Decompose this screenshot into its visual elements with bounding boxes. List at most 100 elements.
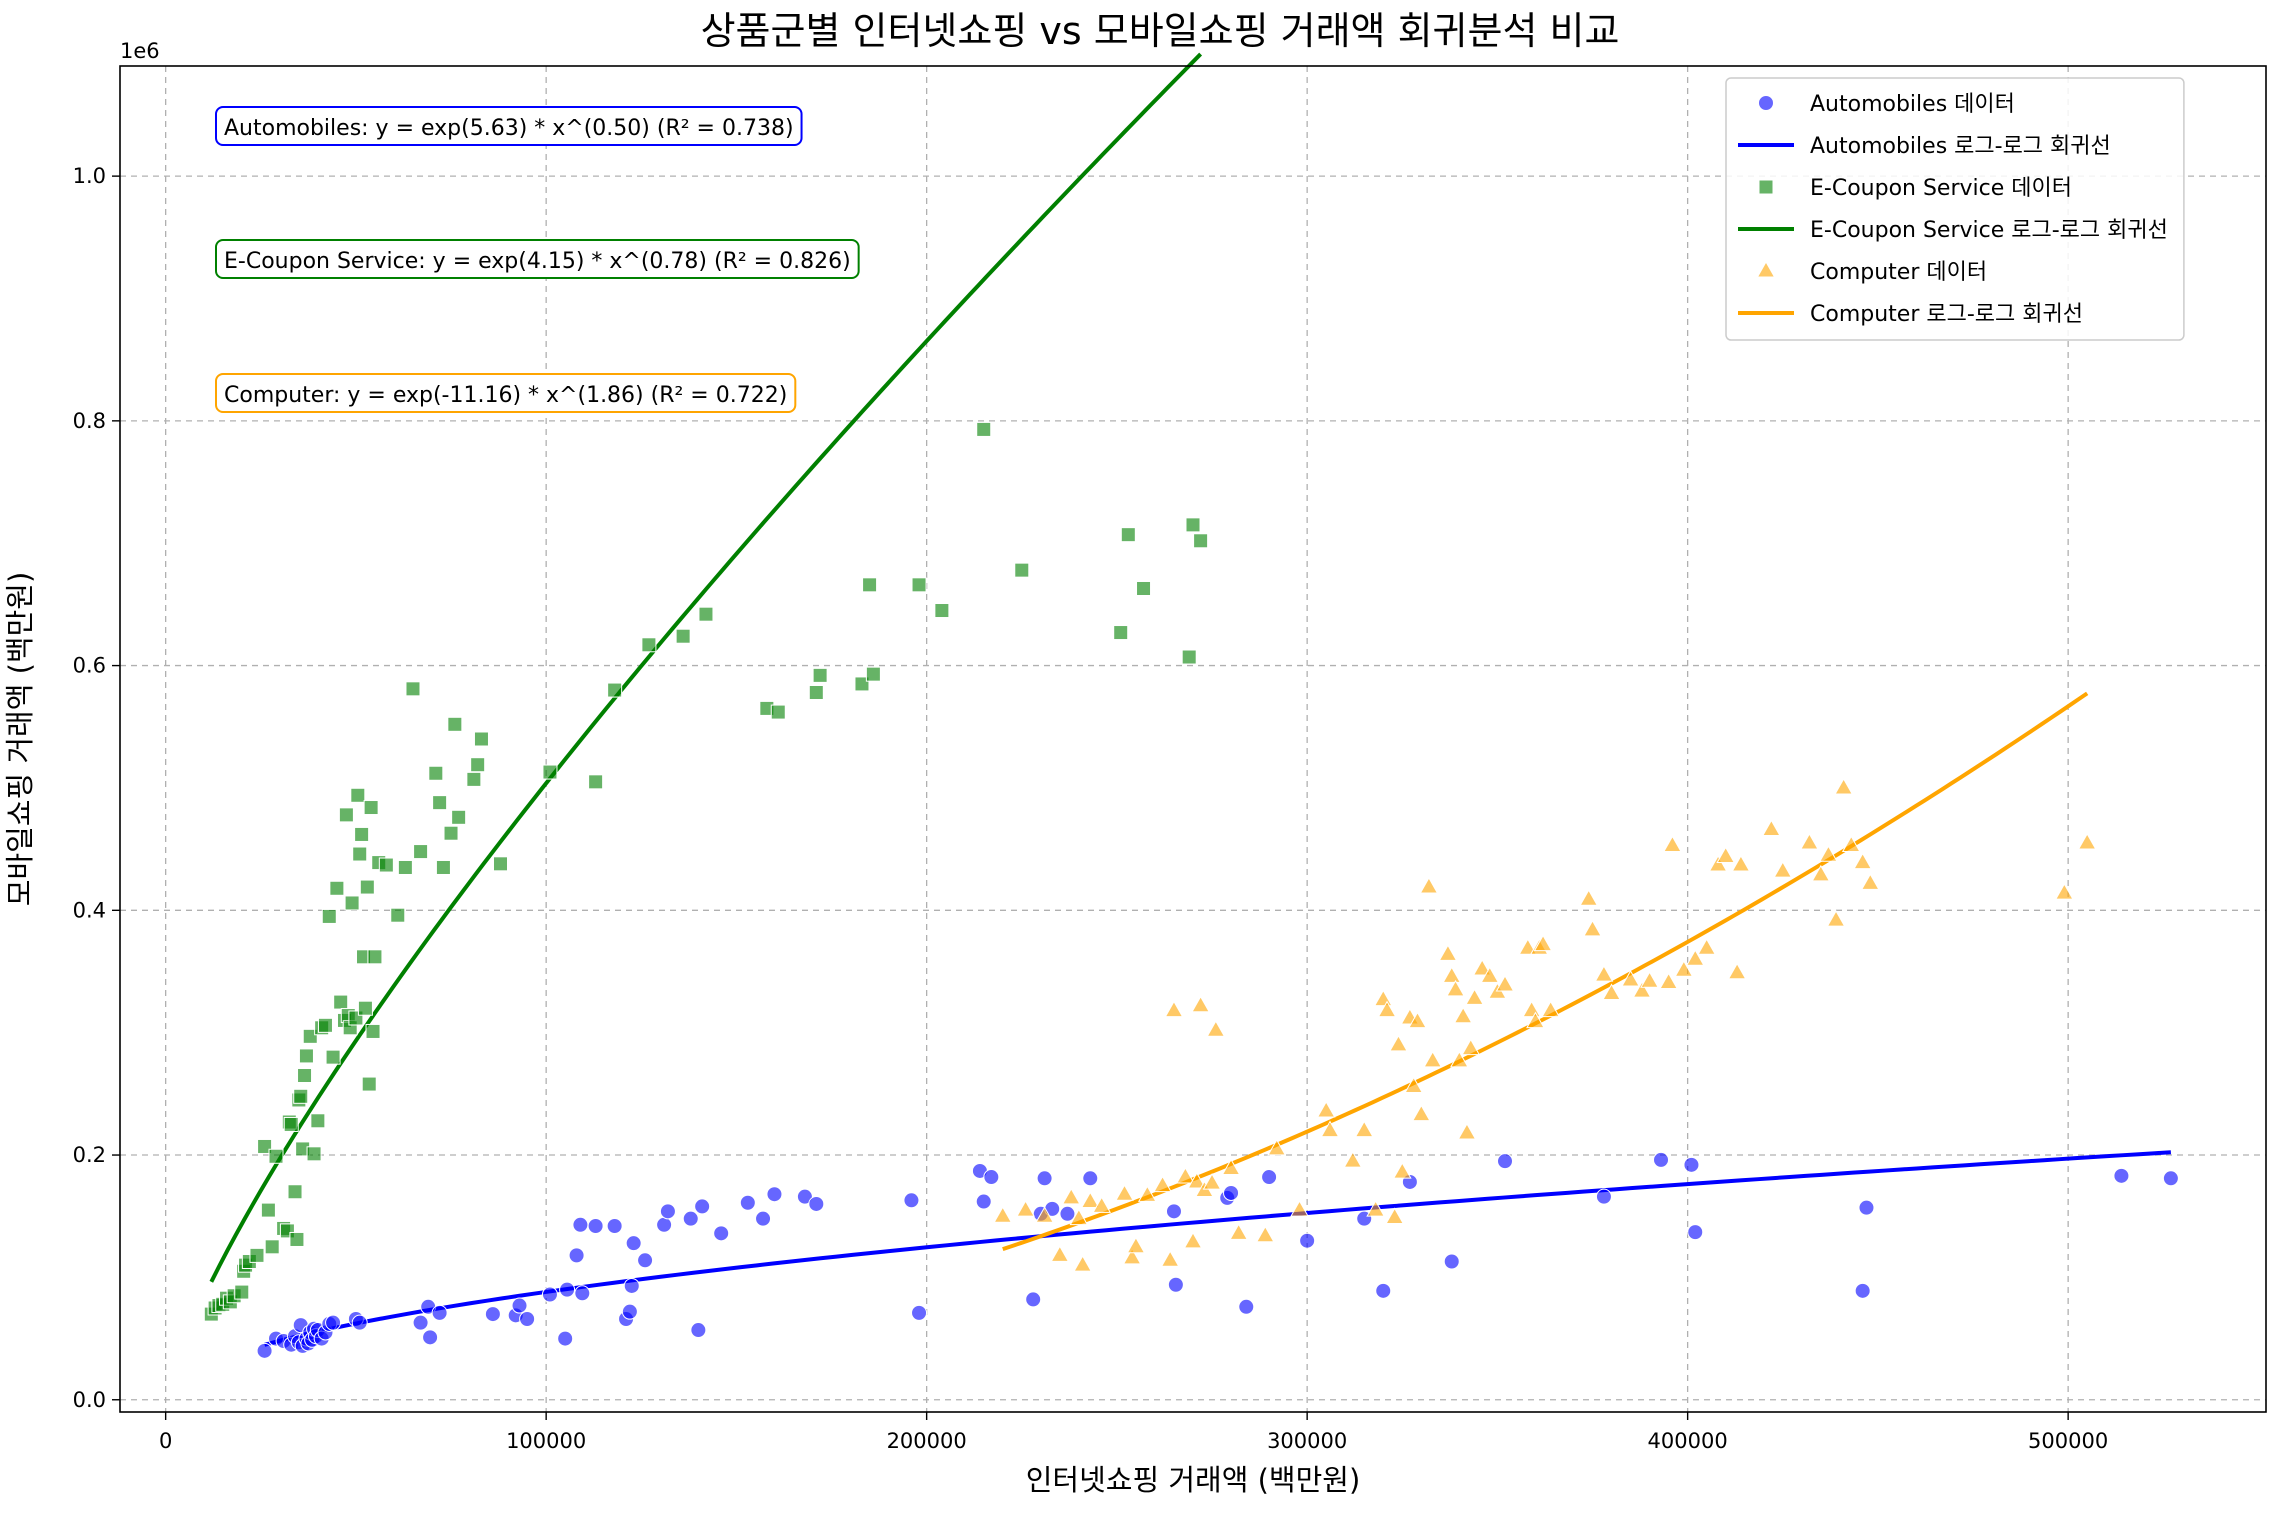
- automobiles-data-point: [656, 1216, 673, 1233]
- automobiles-data-point: [1167, 1276, 1184, 1293]
- computer-data-point: [1061, 1187, 1081, 1205]
- e-coupon-service-data-point: [675, 628, 691, 644]
- computer-data-point: [1419, 877, 1439, 894]
- e-coupon-service-data-point: [405, 681, 421, 697]
- computer-data-point: [1438, 944, 1458, 961]
- automobiles-data-point: [431, 1304, 448, 1321]
- computer-data-point: [1176, 1167, 1195, 1184]
- y-tick-label: 0.0: [73, 1388, 106, 1412]
- e-coupon-service-data-point: [289, 1231, 305, 1247]
- e-coupon-service-data-point: [357, 1000, 373, 1016]
- computer-data-point: [1819, 845, 1838, 862]
- computer-data-point: [993, 1206, 1013, 1223]
- computer-data-point: [1800, 832, 1819, 850]
- computer-data-point: [1465, 988, 1484, 1005]
- y-tick-label: 0.8: [73, 409, 106, 433]
- e-coupon-service-data-point: [257, 1138, 273, 1154]
- automobiles-data-point: [557, 1330, 574, 1347]
- e-coupon-service-data-point: [911, 577, 927, 593]
- e-coupon-service-data-point: [293, 1088, 309, 1104]
- e-coupon-service-data-point: [361, 1076, 377, 1092]
- legend-entry: Automobiles 데이터: [1758, 92, 2015, 117]
- computer-data-point: [1685, 949, 1705, 966]
- automobiles-data-point: [713, 1225, 730, 1242]
- automobiles-data-point: [1082, 1170, 1099, 1187]
- regression-annotation: Computer: y = exp(-11.16) * x^(1.86) (R²…: [215, 373, 797, 413]
- computer-data-point: [1016, 1200, 1035, 1217]
- automobiles-data-point: [623, 1277, 640, 1294]
- computer-data-point: [1731, 855, 1751, 872]
- e-coupon-service-data-point: [435, 859, 451, 875]
- y-tick-label: 1.0: [73, 164, 106, 188]
- computer-data-point: [1449, 1050, 1469, 1068]
- computer-data-point: [1461, 1038, 1481, 1056]
- automobiles-data-point: [351, 1314, 368, 1331]
- x-tick-label: 400000: [1648, 1429, 1728, 1453]
- computer-data-point: [1366, 1200, 1385, 1217]
- legend-marker-swatch: [1756, 260, 1776, 278]
- computer-data-point: [1126, 1236, 1146, 1254]
- e-coupon-service-data-point: [306, 1146, 322, 1162]
- y-axis-label: 모바일쇼핑 거래액 (백만원): [3, 572, 37, 907]
- regression-annotation: E-Coupon Service: y = exp(4.15) * x^(0.7…: [215, 239, 860, 279]
- e-coupon-service-data-point: [338, 807, 354, 823]
- computer-data-point: [1221, 1158, 1241, 1175]
- e-coupon-service-data-point: [428, 765, 444, 781]
- automobiles-data-point: [1443, 1253, 1460, 1270]
- e-coupon-service-data-point: [390, 907, 406, 923]
- legend-entry: E-Coupon Service 데이터: [1758, 176, 2072, 201]
- computer-data-point: [1255, 1225, 1275, 1243]
- e-coupon-service-data-point: [443, 825, 459, 841]
- automobiles-data-point: [1025, 1291, 1042, 1308]
- automobiles-data-point: [621, 1303, 638, 1320]
- e-coupon-service-data-point: [365, 1023, 381, 1039]
- computer-data-point: [1137, 1185, 1157, 1202]
- e-coupon-service-data-point: [363, 800, 379, 816]
- annotation-box: [215, 373, 797, 413]
- e-coupon-service-data-point: [451, 809, 467, 825]
- e-coupon-service-data-point: [333, 994, 349, 1010]
- legend-label: Computer 로그-로그 회귀선: [1810, 302, 2083, 327]
- computer-data-point: [1411, 1104, 1431, 1122]
- computer-data-point: [1392, 1162, 1412, 1179]
- computer-data-point: [1122, 1247, 1142, 1265]
- e-coupon-service-data-point: [447, 716, 463, 732]
- computer-data-point: [1035, 1206, 1054, 1223]
- automobiles-data-point: [625, 1235, 642, 1252]
- y-tick-label: 0.4: [73, 898, 106, 922]
- computer-data-point: [1853, 852, 1873, 870]
- computer-data-point: [1354, 1120, 1374, 1138]
- e-coupon-service-data-point: [1181, 649, 1197, 665]
- grid-layer: [120, 66, 2266, 1412]
- x-tick-label: 0: [159, 1429, 172, 1453]
- computer-data-point: [1267, 1138, 1287, 1156]
- computer-data-point: [1811, 864, 1831, 882]
- e-coupon-service-data-point: [473, 731, 489, 747]
- e-coupon-service-data-point: [432, 795, 448, 811]
- regression-annotation: Automobiles: y = exp(5.63) * x^(0.50) (R…: [215, 106, 803, 146]
- computer-data-point: [1518, 938, 1538, 955]
- computer-data-point: [1663, 835, 1682, 852]
- e-coupon-service-data-point: [302, 1028, 318, 1044]
- computer-data-point: [1320, 1120, 1340, 1138]
- computer-data-point: [1621, 970, 1640, 987]
- e-coupon-service-data-point: [1193, 533, 1209, 549]
- automobiles-data-point: [1165, 1203, 1182, 1220]
- computer-data-point: [1164, 1000, 1184, 1018]
- computer-data-point: [2054, 883, 2074, 900]
- e-coupon-service-data-point: [297, 1068, 313, 1083]
- automobiles-data-point: [796, 1188, 813, 1205]
- y-offset-label: 1e6: [120, 39, 160, 63]
- e-coupon-service-data-point: [378, 857, 394, 873]
- e-coupon-service-data-point: [397, 859, 413, 875]
- automobiles-data-point: [1687, 1224, 1704, 1241]
- x-axis-label: 인터넷쇼핑 거래액 (백만원): [1026, 1463, 1361, 1497]
- automobiles-data-point: [1854, 1282, 1871, 1299]
- x-tick-label: 500000: [2028, 1429, 2108, 1453]
- e-coupon-service-data-point: [466, 771, 482, 787]
- computer-data-point: [1080, 1191, 1100, 1209]
- automobiles-data-point: [568, 1247, 585, 1264]
- computer-data-point: [1640, 971, 1659, 988]
